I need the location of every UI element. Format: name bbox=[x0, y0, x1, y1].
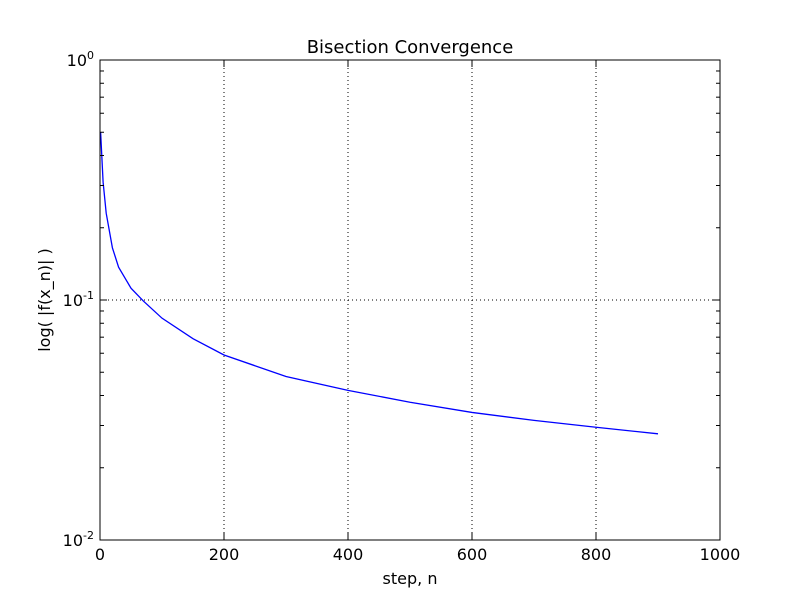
x-tick-label: 1000 bbox=[700, 545, 741, 564]
y-tick-label: 100 bbox=[67, 49, 94, 70]
x-tick-label: 200 bbox=[209, 545, 240, 564]
x-tick-label: 600 bbox=[457, 545, 488, 564]
x-axis-label: step, n bbox=[383, 569, 438, 588]
x-tick-label: 0 bbox=[95, 545, 105, 564]
y-tick-label: 10-1 bbox=[63, 289, 94, 310]
x-tick-label: 800 bbox=[581, 545, 612, 564]
y-tick-label: 10-2 bbox=[63, 529, 94, 550]
y-axis-label: log( |f(x_n)| ) bbox=[35, 248, 55, 352]
series-layer bbox=[99, 132, 659, 435]
tick-labels: 0 200 400 600 800 1000 10-2 10-1 100 bbox=[63, 49, 741, 564]
series-line bbox=[99, 132, 659, 435]
ticks bbox=[99, 59, 721, 541]
grid bbox=[100, 60, 720, 540]
chart-title: Bisection Convergence bbox=[307, 37, 514, 58]
x-tick-label: 400 bbox=[333, 545, 364, 564]
